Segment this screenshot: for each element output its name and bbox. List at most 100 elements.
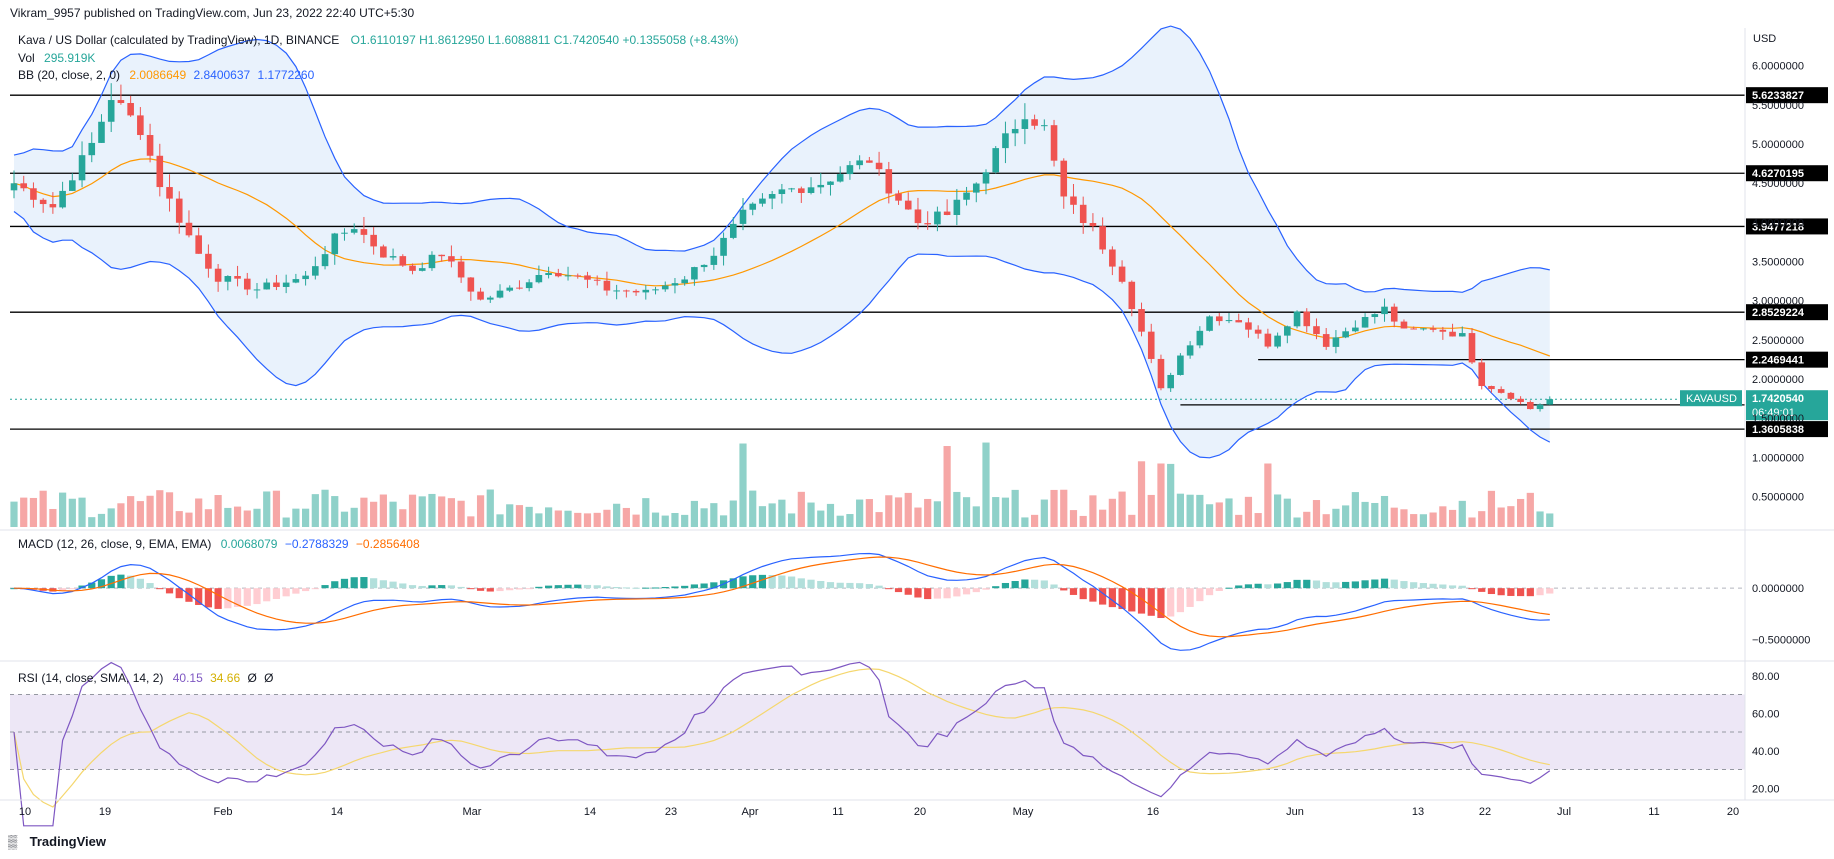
brand-row[interactable]: ▒ TradingView [8,834,106,849]
volume-bar [613,503,621,527]
volume-bar [59,492,67,527]
macd-histogram-bar [933,588,941,599]
volume-bar [1244,496,1253,527]
rsi-ma-line [13,668,1550,808]
macd-histogram-bar [1137,588,1146,614]
macd-histogram-bar [1264,584,1272,589]
volume-bar [972,506,980,527]
rsi-label: RSI (14, close, SMA, 14, 2) [18,671,164,685]
volume-bar [136,501,144,527]
volume-bar [68,498,76,527]
candle-body [739,209,747,224]
candle-body [1488,386,1495,390]
candle-body [214,268,222,282]
macd-histogram-bar [1312,580,1321,589]
candle-body [20,183,28,189]
candle-body [555,273,562,277]
volume-bar [924,498,932,527]
volume-bar [1225,498,1233,527]
volume-bar [428,493,436,527]
volume-bar [1099,509,1107,527]
candle-body [1177,355,1184,375]
macd-histogram-bar [175,588,183,599]
candle-body [1128,281,1136,310]
volume-legend[interactable]: Vol 295.919K [18,51,95,65]
candle-body [1157,358,1165,389]
level-label-bg [1746,87,1828,104]
macd-histogram-bar [574,584,582,589]
candle-body [428,254,436,269]
macd-histogram-bar [515,588,524,590]
volume-bar [1196,494,1204,527]
symbol-tag: KAVAUSD [1686,393,1737,405]
macd-histogram-bar [1478,588,1486,592]
x-tick-label: Jun [1286,806,1304,818]
rsi-ma-value: 34.66 [210,671,241,685]
countdown-label: 06:49:01 [1752,407,1795,419]
ohlc-open: O1.6110197 [350,33,416,47]
macd-histogram-bar [1458,585,1466,589]
candle-body [1235,320,1243,323]
candle-body [652,289,659,291]
candle-body [681,279,688,284]
candle-body [1352,327,1359,332]
macd-histogram-bar [447,585,455,589]
candle-body [331,233,339,255]
candle-body [1070,196,1077,205]
bb-legend[interactable]: BB (20, close, 2, 0) 2.0086649 2.8400637… [18,68,314,82]
macd-histogram-bar [1176,588,1184,613]
macd-histogram-bar [292,588,300,594]
volume-bar [671,513,679,527]
volume-bar [758,506,767,527]
volume-bar [146,495,154,527]
volume-bar [1021,517,1029,527]
x-tick-label: 16 [1147,806,1159,818]
macd-histogram-bar [1342,581,1350,589]
macd-histogram-bar [1293,579,1301,589]
volume-bar [185,512,193,527]
candle-body [1458,333,1466,337]
candle-body [127,103,134,116]
volume-bar [399,509,407,527]
candle-body [1371,314,1379,317]
macd-histogram-bar [1050,584,1058,589]
macd-histogram-bar [1011,581,1019,589]
volume-bar [447,498,455,527]
volume-bar [681,514,689,527]
ohlc-high: H1.8612950 [419,33,485,47]
candle-body [1245,322,1252,330]
symbol-title[interactable]: Kava / US Dollar (calculated by TradingV… [18,33,340,47]
volume-bar [1419,514,1427,527]
macd-histogram-bar [195,588,203,605]
macd-histogram-bar [311,588,319,590]
volume-bar [49,508,57,527]
macd-histogram-bar [379,580,387,589]
macd-legend[interactable]: MACD (12, 26, close, 9, EMA, EMA) 0.0068… [18,537,420,551]
macd-histogram-bar [1429,583,1437,589]
candle-body [59,190,66,208]
rsi-value: 40.15 [172,671,203,685]
volume-bar [1400,509,1408,527]
price-tick-label: 1.0000000 [1752,452,1804,464]
macd-histogram-bar [729,578,737,589]
level-label: 5.6233827 [1752,90,1804,102]
price-tick-label: 6.0000000 [1752,61,1804,73]
macd-histogram-bar [846,582,854,589]
macd-tick-label: 0.0000000 [1752,583,1804,595]
volume-bar [1429,512,1437,527]
volume-bar [360,497,368,527]
macd-label: MACD (12, 26, close, 9, EMA, EMA) [18,537,212,551]
support-resistance-levels: 5.6233827 4.6270195 3.9477218 2.8529224 2.24… [10,87,1828,438]
volume-bar [700,508,708,527]
volume-bar [340,511,349,527]
volume-bar [457,500,465,527]
bb-fill-area [14,26,1550,458]
macd-histogram-bar [583,584,592,589]
price-tick-label: 3.0000000 [1752,296,1804,308]
volume-bar [545,507,553,527]
level-label: 2.2469441 [1752,355,1804,367]
symbol-row: Kava / US Dollar (calculated by TradingV… [18,33,739,47]
level-label: 2.8529224 [1752,307,1805,319]
rsi-legend[interactable]: RSI (14, close, SMA, 14, 2) 40.15 34.66 … [18,671,274,685]
